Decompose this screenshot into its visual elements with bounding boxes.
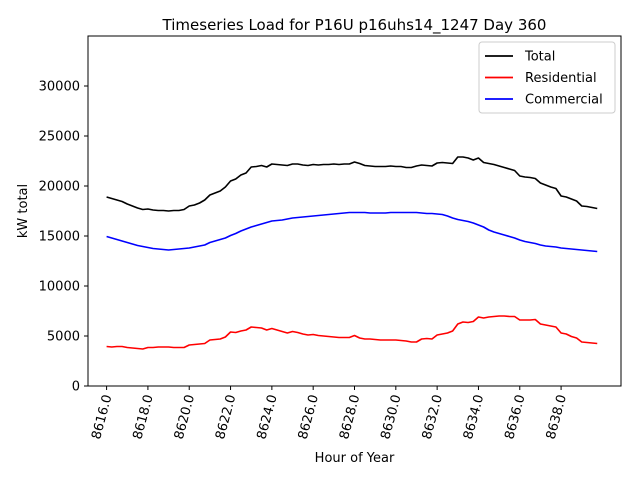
x-axis-label: Hour of Year xyxy=(315,451,395,466)
y-axis-label: kW total xyxy=(16,184,31,238)
x-tick-label: 8628.0 xyxy=(337,393,363,441)
y-tick-label: 30000 xyxy=(39,80,80,95)
plot-frame xyxy=(87,35,622,387)
x-tick-label: 8634.0 xyxy=(461,393,487,441)
x-tick-label: 8622.0 xyxy=(213,393,239,441)
chart-title: Timeseries Load for P16U p16uhs14_1247 D… xyxy=(162,16,547,35)
x-tick-label: 8618.0 xyxy=(131,393,157,441)
y-tick-label: 10000 xyxy=(39,280,80,295)
legend-label-commercial: Commercial xyxy=(525,93,603,108)
y-tick-label: 5000 xyxy=(47,330,80,345)
series-line-commercial xyxy=(106,211,598,253)
legend: Total Residential Commercial xyxy=(478,41,616,114)
legend-box xyxy=(478,41,616,114)
x-tick-label: 8616.0 xyxy=(89,393,115,441)
x-tick-label: 8626.0 xyxy=(296,393,322,441)
legend-label-total: Total xyxy=(524,50,555,65)
series-layer xyxy=(106,156,598,350)
y-tick-label: 25000 xyxy=(39,130,80,145)
x-tick-label: 8636.0 xyxy=(502,393,528,441)
series-line-residential xyxy=(106,315,598,350)
y-tick-label: 0 xyxy=(72,380,80,395)
x-tick-label: 8630.0 xyxy=(378,393,404,441)
x-tick-label: 8624.0 xyxy=(254,393,280,441)
x-tick-label: 8632.0 xyxy=(420,393,446,441)
legend-label-residential: Residential xyxy=(525,71,597,86)
x-tick-label: 8620.0 xyxy=(172,393,198,441)
y-tick-label: 20000 xyxy=(39,180,80,195)
x-tick-label: 8638.0 xyxy=(544,393,570,441)
series-line-total xyxy=(106,156,598,212)
y-tick-label: 15000 xyxy=(39,230,80,245)
